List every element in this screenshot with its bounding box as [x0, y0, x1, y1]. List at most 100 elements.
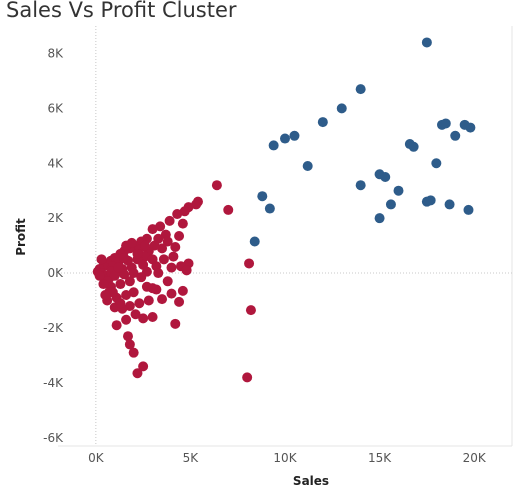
data-point — [174, 296, 185, 307]
data-point — [380, 171, 391, 182]
data-point — [119, 269, 130, 280]
data-point — [157, 294, 168, 305]
data-point — [393, 185, 404, 196]
data-point — [124, 276, 135, 287]
data-point — [249, 236, 260, 247]
data-point — [336, 103, 347, 114]
data-point — [431, 158, 442, 169]
data-point — [242, 372, 253, 383]
data-point — [425, 195, 436, 206]
data-point — [96, 254, 107, 265]
data-point — [111, 320, 122, 331]
y-axis-title: Profit — [14, 218, 28, 256]
data-point — [244, 258, 255, 269]
y-tick-label: -4K — [43, 376, 64, 390]
data-point — [463, 204, 474, 215]
data-point — [317, 117, 328, 128]
chart-title: Sales Vs Profit Cluster — [6, 0, 237, 22]
y-tick-label: -6K — [43, 431, 64, 445]
x-tick-label: 20K — [463, 451, 487, 465]
data-point — [157, 243, 168, 254]
data-point — [164, 215, 175, 226]
data-point — [153, 268, 164, 279]
data-point — [140, 240, 151, 251]
x-tick-label: 5K — [183, 451, 200, 465]
data-point — [223, 204, 234, 215]
x-tick-label: 10K — [273, 451, 297, 465]
y-tick-label: 2K — [47, 211, 64, 225]
data-point — [113, 262, 124, 273]
data-point — [128, 347, 139, 358]
data-point — [355, 180, 366, 191]
data-point — [179, 206, 190, 217]
y-tick-label: 0K — [47, 266, 64, 280]
data-point — [181, 265, 192, 276]
y-tick-label: -2K — [43, 321, 64, 335]
data-point — [147, 224, 158, 235]
x-axis-title: Sales — [293, 474, 329, 488]
data-point — [245, 305, 256, 316]
data-point — [408, 141, 419, 152]
data-point — [170, 241, 181, 252]
data-point — [155, 221, 166, 232]
data-point — [128, 268, 139, 279]
data-point — [211, 180, 222, 191]
data-point — [143, 295, 154, 306]
data-point — [172, 209, 183, 220]
x-tick-label: 0K — [88, 451, 105, 465]
data-point — [191, 199, 202, 210]
data-point — [444, 199, 455, 210]
data-point — [162, 236, 173, 247]
data-point — [174, 231, 185, 241]
data-point — [465, 122, 476, 133]
data-point — [132, 368, 143, 379]
data-point — [385, 199, 396, 210]
data-point — [107, 287, 118, 298]
data-point — [264, 203, 275, 214]
data-point — [177, 285, 188, 296]
data-point — [440, 118, 451, 129]
data-point — [170, 318, 181, 329]
y-tick-label: 8K — [47, 46, 64, 60]
data-point — [355, 84, 366, 95]
y-tick-label: 6K — [47, 101, 64, 115]
data-point — [158, 254, 169, 265]
data-point — [302, 161, 313, 171]
data-point — [128, 287, 139, 298]
data-point — [98, 279, 109, 290]
data-point — [126, 237, 137, 248]
data-point — [132, 248, 143, 259]
data-point — [124, 301, 135, 311]
data-point — [168, 251, 179, 262]
data-point — [109, 270, 120, 281]
data-point — [130, 309, 141, 320]
y-tick-label: 4K — [47, 156, 64, 170]
data-point — [122, 331, 133, 342]
data-point — [134, 298, 145, 309]
data-point — [136, 272, 147, 283]
data-point — [138, 313, 149, 324]
data-point — [450, 130, 461, 141]
data-point — [289, 130, 300, 141]
data-point — [257, 191, 268, 202]
data-point — [94, 270, 105, 281]
data-point — [119, 252, 130, 263]
data-point — [100, 290, 111, 301]
data-point — [177, 218, 188, 229]
data-point — [166, 288, 177, 299]
data-point — [421, 37, 432, 48]
data-point — [147, 283, 158, 294]
data-point — [121, 290, 132, 301]
data-point — [280, 133, 290, 144]
data-point — [115, 298, 126, 309]
data-point — [140, 251, 151, 262]
data-point — [121, 314, 132, 325]
data-point — [166, 262, 177, 273]
data-point — [268, 140, 279, 151]
data-point — [124, 339, 135, 350]
data-point — [115, 279, 126, 290]
data-point — [147, 311, 158, 322]
x-tick-label: 15K — [368, 451, 392, 465]
data-point — [374, 213, 385, 224]
